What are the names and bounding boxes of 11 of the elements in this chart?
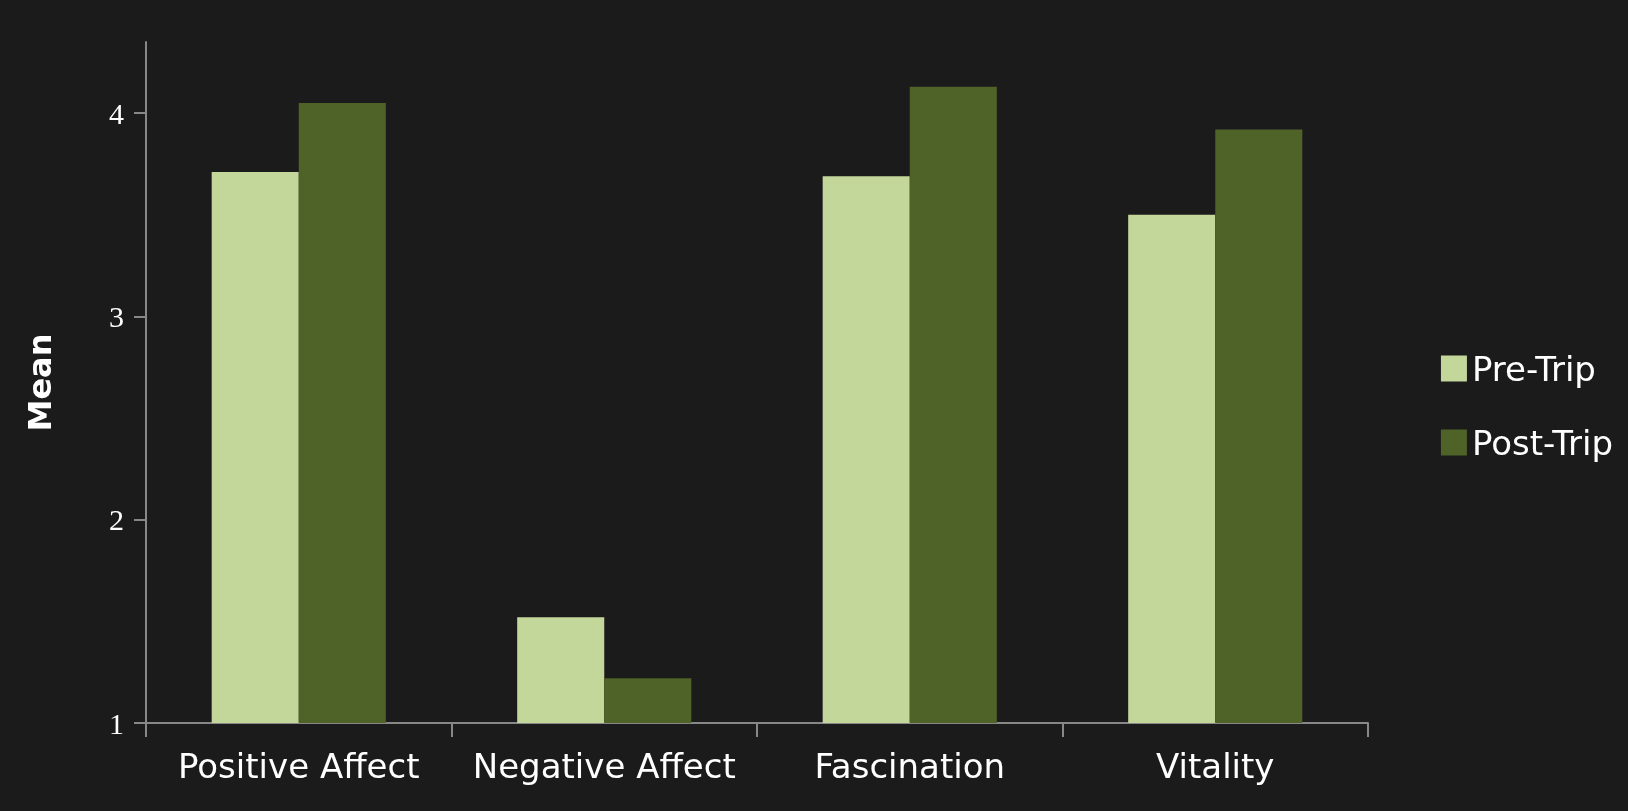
legend-label: Post-Trip [1471,422,1614,463]
legend-label: Pre-Trip [1471,348,1596,389]
x-tick-label: Vitality [1156,746,1275,786]
x-tick-label: Fascination [814,746,1006,786]
y-tick-label: 3 [109,299,124,333]
y-tick-label: 2 [109,503,124,537]
y-tick-label: 4 [109,96,124,130]
x-tick-label: Negative Affect [472,746,736,786]
y-tick-label: 1 [109,706,124,740]
y-axis-title: Mean [21,333,59,432]
x-tick-label: Positive Affect [177,746,420,786]
